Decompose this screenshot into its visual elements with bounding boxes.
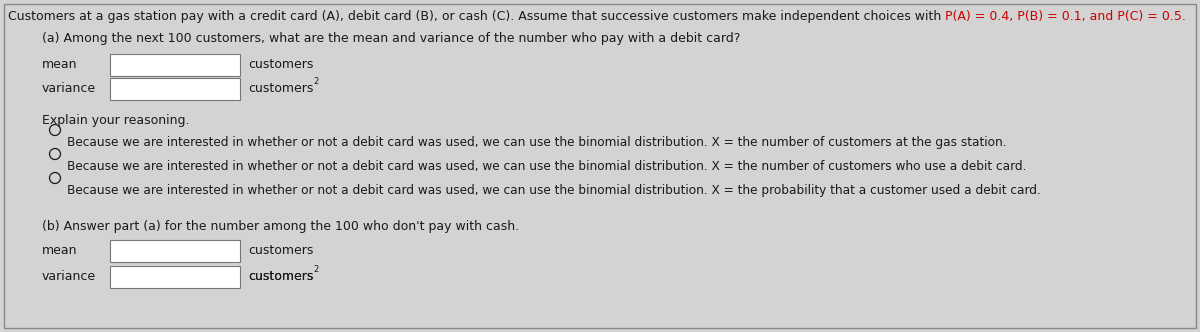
Text: Explain your reasoning.: Explain your reasoning. xyxy=(42,114,190,127)
FancyBboxPatch shape xyxy=(110,266,240,288)
Text: 2: 2 xyxy=(313,265,319,274)
Text: customers: customers xyxy=(248,244,313,257)
FancyBboxPatch shape xyxy=(110,240,240,262)
Text: mean: mean xyxy=(42,244,78,257)
Text: variance: variance xyxy=(42,270,96,283)
Text: 2: 2 xyxy=(313,77,319,86)
Text: Because we are interested in whether or not a debit card was used, we can use th: Because we are interested in whether or … xyxy=(67,184,1040,197)
Text: Because we are interested in whether or not a debit card was used, we can use th: Because we are interested in whether or … xyxy=(67,136,1007,149)
Text: customers: customers xyxy=(248,270,313,283)
Text: Customers at a gas station pay with a credit card (A), debit card (B), or cash (: Customers at a gas station pay with a cr… xyxy=(8,10,946,23)
Text: variance: variance xyxy=(42,82,96,95)
Text: customers: customers xyxy=(248,58,313,71)
Text: mean: mean xyxy=(42,58,78,71)
Text: (b) Answer part (a) for the number among the 100 who don't pay with cash.: (b) Answer part (a) for the number among… xyxy=(42,220,520,233)
Text: customers: customers xyxy=(248,82,313,95)
FancyBboxPatch shape xyxy=(4,4,1196,328)
Text: (a) Among the next 100 customers, what are the mean and variance of the number w: (a) Among the next 100 customers, what a… xyxy=(42,32,740,45)
FancyBboxPatch shape xyxy=(110,54,240,76)
FancyBboxPatch shape xyxy=(110,78,240,100)
Text: Because we are interested in whether or not a debit card was used, we can use th: Because we are interested in whether or … xyxy=(67,160,1026,173)
Text: customers: customers xyxy=(248,270,313,283)
Text: P(A) = 0.4, P(B) = 0.1, and P(C) = 0.5.: P(A) = 0.4, P(B) = 0.1, and P(C) = 0.5. xyxy=(946,10,1186,23)
